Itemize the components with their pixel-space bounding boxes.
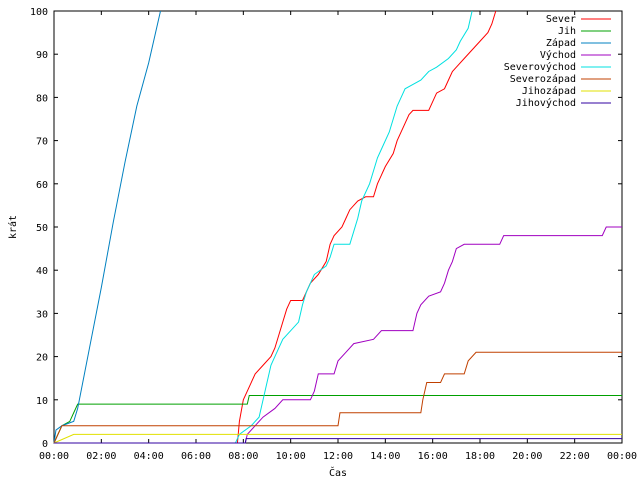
x-tick-label: 04:00 <box>134 451 164 462</box>
legend-label-vychod: Východ <box>540 49 576 61</box>
y-tick-label: 70 <box>36 137 48 148</box>
y-tick-label: 60 <box>36 180 48 191</box>
y-tick-label: 20 <box>36 353 48 364</box>
series-line-severozapad <box>53 351 622 444</box>
x-tick-label: 12:00 <box>323 451 353 462</box>
legend-label-jihozapad: Jihozápad <box>522 85 576 97</box>
series-line-jih <box>53 394 622 444</box>
x-tick-label: 10:00 <box>276 451 306 462</box>
legend-label-jihovychod: Jihovýchod <box>516 97 576 109</box>
legend-label-jih: Jih <box>558 26 576 37</box>
x-tick-label: 22:00 <box>560 451 590 462</box>
series-line-jihozapad <box>53 433 622 444</box>
y-tick-label: 100 <box>30 7 48 18</box>
y-tick-label: 80 <box>36 93 48 104</box>
y-tick-label: 0 <box>42 439 48 450</box>
x-tick-label: 20:00 <box>512 451 542 462</box>
x-tick-label: 14:00 <box>370 451 400 462</box>
x-tick-label: 00:00 <box>39 451 69 462</box>
series-line-zapad <box>53 10 161 444</box>
y-tick-label: 50 <box>36 223 48 234</box>
series-layer <box>53 10 622 444</box>
axis-ticks: 00:00 02:00 04:00 06:00 08:00 10:00 12:00 14:00… <box>30 7 637 462</box>
x-tick-label: 00:00 <box>607 451 637 462</box>
legend-label-severovychod: Severovýchod <box>504 61 576 73</box>
y-tick-label: 10 <box>36 396 48 407</box>
y-tick-label: 90 <box>36 50 48 61</box>
series-line-vychod <box>54 226 622 444</box>
x-tick-label: 16:00 <box>418 451 448 462</box>
x-tick-label: 18:00 <box>465 451 495 462</box>
legend-label-zapad: Západ <box>546 37 576 49</box>
series-line-severovychod <box>54 10 473 444</box>
legend-label-severozapad: Severozápad <box>510 73 576 85</box>
y-tick-label: 30 <box>36 309 48 320</box>
x-tick-label: 06:00 <box>181 451 211 462</box>
legend-label-sever: Sever <box>546 14 576 25</box>
x-tick-label: 08:00 <box>228 451 258 462</box>
y-axis-label: krát <box>7 215 19 239</box>
series-line-jihovychod <box>54 438 622 444</box>
x-axis-label: Čas <box>329 466 347 479</box>
legend: SeverJihZápadVýchodSeverovýchodSeverozáp… <box>504 14 611 109</box>
series-line-sever <box>54 10 497 444</box>
y-tick-label: 40 <box>36 266 48 277</box>
x-tick-label: 02:00 <box>86 451 116 462</box>
